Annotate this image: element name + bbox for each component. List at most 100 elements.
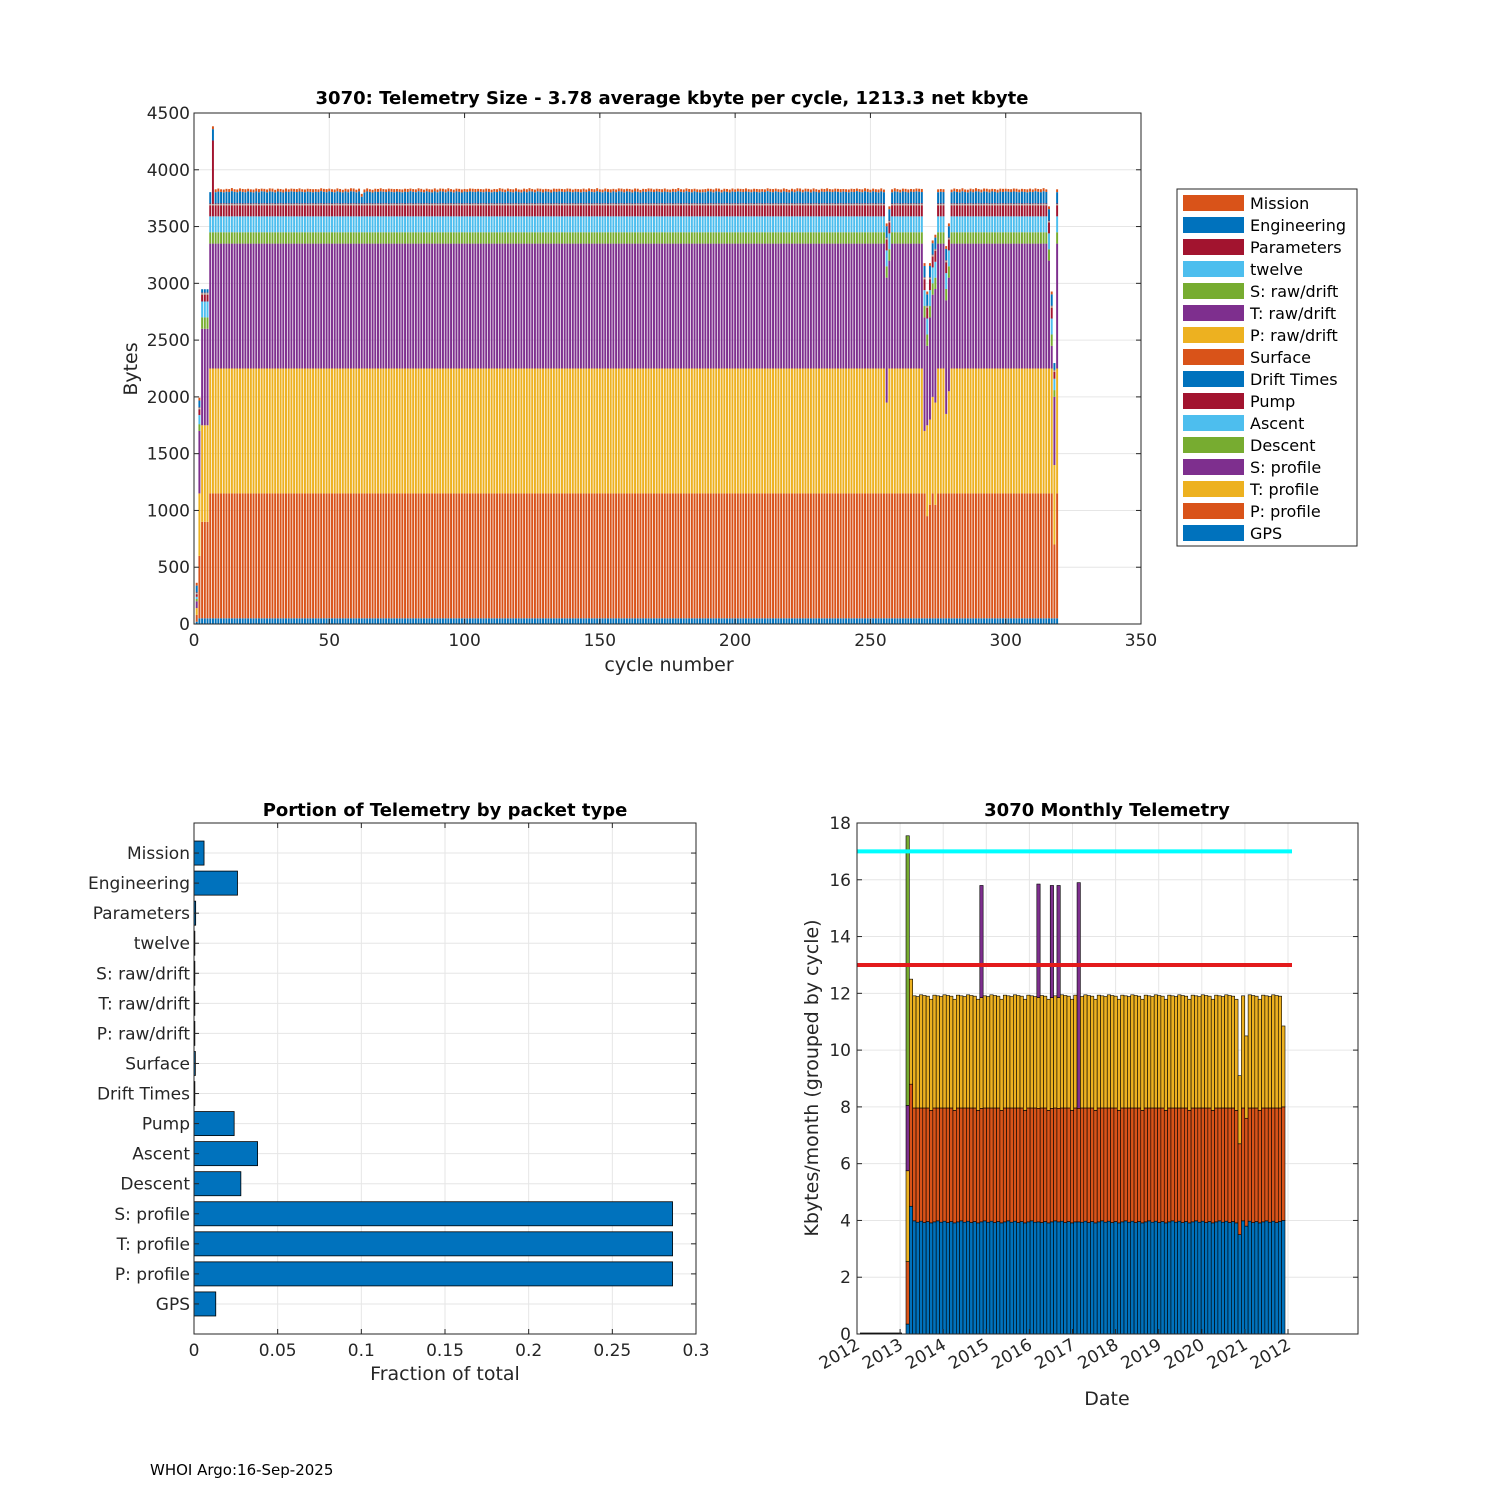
top-bar-segment <box>203 328 206 426</box>
top-bar-segment <box>956 493 958 619</box>
top-bar-segment <box>322 618 325 624</box>
top-bar-segment <box>406 216 409 233</box>
top-bar-segment <box>947 223 950 227</box>
top-bar-segment <box>888 222 891 234</box>
top-bar-segment <box>720 205 723 217</box>
top-bar-segment <box>501 191 504 204</box>
top-bar-segment <box>947 493 950 619</box>
top-bar-segment <box>793 205 796 217</box>
top-bar-segment <box>336 203 339 205</box>
top-bar-segment <box>1026 205 1029 217</box>
top-bar-segment <box>1004 368 1007 494</box>
top-bar-segment <box>677 618 680 624</box>
top-bar-segment <box>477 493 480 619</box>
top-bar-segment <box>901 191 904 204</box>
top-bar-segment <box>647 205 650 217</box>
top-bar-segment <box>220 618 223 624</box>
top-bar-segment <box>244 368 247 494</box>
top-bar-segment <box>358 203 361 205</box>
top-bar-segment <box>239 493 241 619</box>
top-bar-segment <box>910 205 912 217</box>
top-bar-segment <box>615 205 618 217</box>
top-bar-segment <box>609 216 612 233</box>
top-bar-segment <box>309 368 312 494</box>
top-bar-segment <box>566 216 569 233</box>
top-bar-segment <box>301 203 304 205</box>
top-bar-segment <box>607 368 609 494</box>
top-bar-segment <box>533 216 536 233</box>
top-bar-segment <box>274 203 277 205</box>
top-bar-segment <box>707 368 710 494</box>
top-bar-segment <box>360 368 363 494</box>
top-bar-segment <box>669 493 672 619</box>
top-bar-segment <box>498 203 501 205</box>
top-bar-segment <box>996 232 999 244</box>
top-bar-segment <box>225 368 228 494</box>
top-bar-segment <box>801 203 804 205</box>
top-bar-segment <box>901 232 904 244</box>
top-bar-segment <box>452 205 455 217</box>
top-bar-segment <box>523 493 526 619</box>
top-bar-segment <box>769 368 772 494</box>
top-bar-segment <box>352 493 355 619</box>
top-bar-segment <box>839 232 842 244</box>
top-bar-segment <box>736 205 739 217</box>
top-bar-segment <box>755 493 758 619</box>
top-bar-segment <box>360 232 363 244</box>
top-bar-segment <box>899 493 902 619</box>
top-bar-segment <box>888 260 891 369</box>
top-bar-segment <box>885 226 888 238</box>
top-bar-segment <box>239 216 241 233</box>
top-bar-segment <box>431 493 434 619</box>
top-bar-segment <box>317 192 320 204</box>
top-bar-segment <box>260 368 263 494</box>
top-bar-segment <box>409 493 412 619</box>
top-bar-segment <box>509 232 512 244</box>
top-bar-segment <box>569 205 572 217</box>
top-bar-segment <box>263 243 266 369</box>
top-bar-segment <box>211 232 214 244</box>
top-bar-segment <box>807 243 810 369</box>
top-bar-segment <box>666 205 669 217</box>
top-bar-segment <box>441 216 444 233</box>
top-bar-segment <box>893 203 896 205</box>
top-bar-segment <box>325 618 328 624</box>
top-bar-segment <box>241 618 244 624</box>
top-bar-segment <box>1020 188 1023 192</box>
top-bar-segment <box>274 192 277 204</box>
top-bar-segment <box>931 618 934 624</box>
top-bar-segment <box>736 188 739 192</box>
top-bar-segment <box>363 192 366 204</box>
top-bar-segment <box>698 232 701 244</box>
top-bar-segment <box>947 391 950 494</box>
top-bar-segment <box>780 618 783 624</box>
top-bar-segment <box>736 203 739 205</box>
top-bar-segment <box>945 493 948 619</box>
top-bar-segment <box>433 493 436 619</box>
top-bar-segment <box>761 493 764 619</box>
top-bar-segment <box>744 191 747 204</box>
top-bar-segment <box>542 368 545 494</box>
top-bar-segment <box>617 493 620 619</box>
top-bar-segment <box>634 368 637 494</box>
top-bar-segment <box>842 618 845 624</box>
top-bar-segment <box>753 216 756 233</box>
top-bar-segment <box>983 188 986 192</box>
top-bar-segment <box>826 203 829 205</box>
top-bar-segment <box>493 205 496 217</box>
top-bar-segment <box>847 493 850 619</box>
top-bar-segment <box>828 191 831 204</box>
top-bar-segment <box>985 493 988 619</box>
top-bar-segment <box>928 279 931 291</box>
top-bar-segment <box>961 191 964 204</box>
top-bar-segment <box>901 243 904 369</box>
top-bar-segment <box>282 216 285 233</box>
top-bar-segment <box>596 191 599 204</box>
top-bar-segment <box>766 191 769 204</box>
top-bar-segment <box>247 493 250 619</box>
top-bar-segment <box>1004 493 1007 619</box>
top-bar-segment <box>303 205 306 217</box>
top-bar-segment <box>379 191 382 204</box>
top-bar-segment <box>634 188 637 192</box>
top-bar-segment <box>1004 191 1007 204</box>
